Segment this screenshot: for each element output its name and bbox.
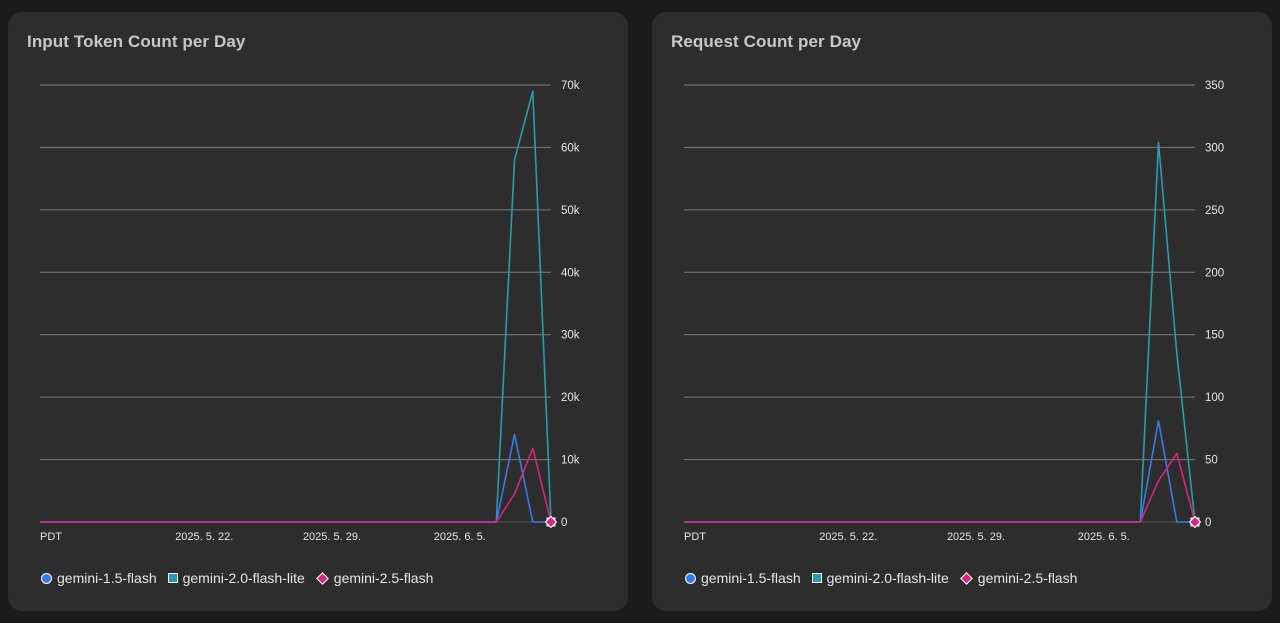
x-tick-label: 2025. 5. 22. [175,531,233,543]
series-line-gemini-2.0-flash-lite [40,90,552,523]
y-tick-label: 20k [561,392,580,404]
y-tick-label: 0 [561,517,567,529]
y-tick-label: 50 [1205,455,1218,467]
legend-item-gemini-2.5-flash[interactable]: gemini-2.5-flash [315,570,434,586]
input-token-chart: 0 10k 20k 30k 40k 50k 60k 70k PDT 2025. 5. 22. 202… [40,80,580,543]
diamond-marker-icon [959,571,973,585]
chart-legend: gemini-1.5-flash gemini-2.0-flash-lite g… [41,570,444,586]
y-tick-label: 40k [561,267,580,279]
legend-label: gemini-1.5-flash [57,570,157,586]
legend-item-gemini-1.5-flash[interactable]: gemini-1.5-flash [685,570,801,586]
square-marker-icon [167,573,178,583]
legend-item-gemini-2.0-flash-lite[interactable]: gemini-2.0-flash-lite [167,570,305,586]
x-axis-timezone-label: PDT [40,531,62,543]
legend-label: gemini-2.5-flash [333,570,434,586]
legend-item-gemini-2.0-flash-lite[interactable]: gemini-2.0-flash-lite [811,570,949,586]
diamond-marker-icon [315,571,329,585]
input-token-chart-card: Input Token Count per Day 0 10k 20k 30k 40k 5… [8,12,628,611]
chart-legend: gemini-1.5-flash gemini-2.0-flash-lite g… [685,570,1088,586]
circle-marker-icon [41,572,52,584]
x-tick-label: 2025. 6. 5. [434,531,486,543]
y-tick-label: 100 [1205,392,1224,404]
x-tick-label: 2025. 5. 22. [819,531,877,543]
x-tick-label: 2025. 5. 29. [947,531,1005,543]
y-tick-label: 250 [1205,205,1224,217]
data-point-gemini-2.5-flash [1188,515,1202,529]
y-tick-label: 300 [1205,142,1224,154]
legend-label: gemini-2.0-flash-lite [182,570,305,586]
chart-title: Request Count per Day [671,32,862,51]
data-point-gemini-2.5-flash [544,515,558,529]
series-line-gemini-1.5-flash [40,433,551,523]
square-marker-icon [811,573,822,583]
chart-title: Input Token Count per Day [27,32,246,51]
series-line-gemini-1.5-flash [684,420,1195,523]
legend-label: gemini-2.0-flash-lite [826,570,949,586]
y-tick-label: 200 [1205,267,1224,279]
y-tick-label: 30k [561,330,580,342]
request-count-chart-card: Request Count per Day 0 50 100 150 200 250 300… [652,12,1272,611]
legend-item-gemini-2.5-flash[interactable]: gemini-2.5-flash [959,570,1078,586]
x-axis-timezone-label: PDT [684,531,706,543]
request-count-chart: 0 50 100 150 200 250 300 350 PDT 2025. 5. 22. 2025… [684,80,1224,543]
y-tick-label: 70k [561,80,580,92]
x-tick-label: 2025. 5. 29. [303,531,361,543]
y-tick-label: 50k [561,205,580,217]
legend-label: gemini-2.5-flash [977,570,1078,586]
y-tick-label: 60k [561,142,580,154]
series-line-gemini-2.5-flash [40,447,552,523]
x-tick-label: 2025. 6. 5. [1078,531,1130,543]
series-line-gemini-2.5-flash [684,452,1196,523]
series-line-gemini-2.0-flash-lite [684,141,1196,523]
y-tick-label: 10k [561,455,580,467]
legend-label: gemini-1.5-flash [701,570,801,586]
circle-marker-icon [685,572,696,584]
y-tick-label: 0 [1205,517,1211,529]
y-tick-label: 350 [1205,80,1224,92]
y-tick-label: 150 [1205,330,1224,342]
legend-item-gemini-1.5-flash[interactable]: gemini-1.5-flash [41,570,157,586]
